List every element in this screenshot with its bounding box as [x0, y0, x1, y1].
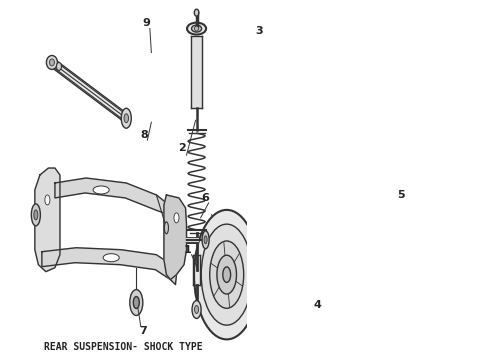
Ellipse shape — [202, 231, 209, 249]
Polygon shape — [193, 255, 200, 285]
Ellipse shape — [187, 23, 206, 35]
Circle shape — [174, 213, 179, 223]
Polygon shape — [55, 178, 169, 215]
Ellipse shape — [93, 186, 109, 194]
Circle shape — [210, 241, 244, 308]
Ellipse shape — [31, 204, 40, 226]
Text: 3: 3 — [256, 26, 263, 36]
Circle shape — [201, 224, 252, 325]
Circle shape — [223, 267, 231, 282]
Text: 7: 7 — [139, 327, 147, 336]
Circle shape — [124, 114, 128, 123]
Circle shape — [130, 289, 143, 315]
Circle shape — [133, 297, 139, 309]
Polygon shape — [35, 168, 60, 272]
Circle shape — [194, 210, 259, 339]
Ellipse shape — [165, 222, 169, 234]
Ellipse shape — [195, 9, 199, 16]
Text: 6: 6 — [202, 193, 210, 203]
Ellipse shape — [47, 55, 57, 69]
Circle shape — [121, 108, 131, 128]
Text: 2: 2 — [178, 143, 186, 153]
Ellipse shape — [195, 26, 198, 31]
Polygon shape — [164, 195, 187, 280]
Ellipse shape — [204, 236, 207, 244]
Text: 5: 5 — [398, 190, 405, 200]
Circle shape — [264, 281, 267, 288]
Text: 4: 4 — [313, 300, 321, 310]
Ellipse shape — [103, 254, 119, 262]
Ellipse shape — [192, 25, 201, 32]
Polygon shape — [42, 248, 176, 285]
Circle shape — [192, 301, 201, 319]
Text: 1: 1 — [184, 245, 192, 255]
Ellipse shape — [34, 210, 38, 220]
Circle shape — [217, 255, 237, 294]
Ellipse shape — [56, 62, 61, 71]
Circle shape — [45, 195, 50, 205]
Text: 9: 9 — [143, 18, 150, 28]
Text: 8: 8 — [140, 130, 147, 140]
Circle shape — [195, 306, 198, 314]
Polygon shape — [191, 36, 202, 108]
Text: REAR SUSPENSION- SHOCK TYPE: REAR SUSPENSION- SHOCK TYPE — [45, 342, 203, 352]
Circle shape — [261, 276, 270, 293]
Ellipse shape — [49, 59, 54, 66]
